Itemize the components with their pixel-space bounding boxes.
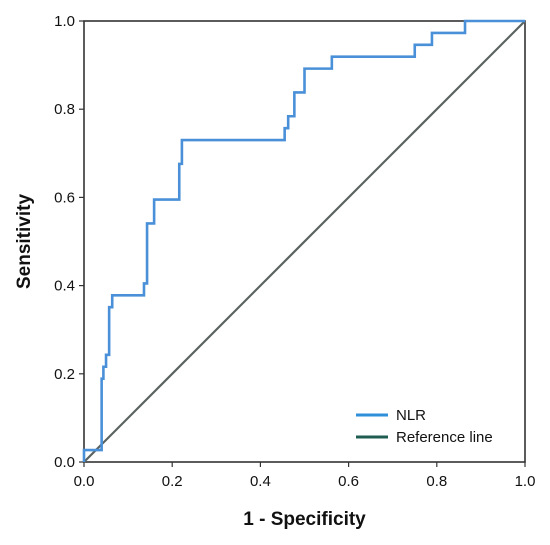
x-tick-label: 0.6 <box>338 473 359 490</box>
y-tick-label: 0.0 <box>54 454 75 471</box>
y-axis-ticks: 0.0 0.2 0.4 0.6 0.8 1.0 <box>54 13 84 471</box>
y-tick-label: 0.4 <box>54 278 75 295</box>
x-tick-label: 1.0 <box>515 473 536 490</box>
y-tick-label: 0.2 <box>54 366 75 383</box>
legend: NLR Reference line <box>356 407 493 446</box>
series-line-nlr <box>82 19 525 462</box>
x-axis-ticks: 0.0 0.2 0.4 0.6 0.8 1.0 <box>74 462 536 490</box>
x-tick-label: 0.0 <box>74 473 95 490</box>
y-tick-label: 0.8 <box>54 101 75 118</box>
legend-label-reference-line: Reference line <box>396 429 493 446</box>
legend-label-nlr: NLR <box>396 407 426 424</box>
plot-area <box>83 20 526 463</box>
x-tick-label: 0.2 <box>162 473 183 490</box>
plot-frame <box>83 20 526 463</box>
y-axis-title: Sensitivity <box>14 194 35 289</box>
x-axis-title: 1 - Specificity <box>243 509 366 530</box>
y-tick-label: 1.0 <box>54 13 75 30</box>
series-line-reference-line <box>83 20 526 463</box>
x-tick-label: 0.4 <box>250 473 271 490</box>
y-tick-label: 0.6 <box>54 189 75 206</box>
x-tick-label: 0.8 <box>426 473 447 490</box>
series-layer <box>82 19 526 463</box>
